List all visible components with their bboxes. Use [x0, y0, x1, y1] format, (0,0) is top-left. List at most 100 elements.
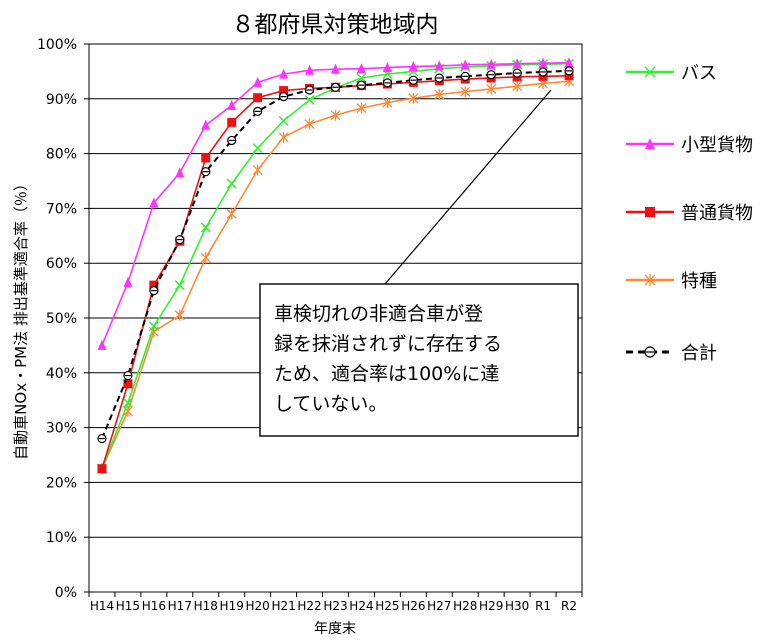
annotation-text-line: ため、適合率は100%に達: [274, 363, 499, 385]
data-point: [278, 115, 289, 126]
data-point: [305, 64, 315, 75]
data-point: [174, 309, 185, 321]
data-point: [252, 164, 263, 176]
data-point: [227, 135, 237, 146]
marker-stroke: [644, 66, 656, 78]
y-tick-label: 60%: [46, 256, 77, 272]
legend-label: 特種: [681, 271, 717, 292]
data-point: [356, 102, 367, 114]
data-point: [382, 97, 393, 109]
data-point: [200, 222, 211, 233]
data-point: [279, 92, 289, 102]
annotation-layer: 車検切れの非適合車が登録を抹消されずに存在するため、適合率は100%に達していな…: [259, 89, 579, 437]
data-point: [97, 339, 107, 350]
y-tick-label: 100%: [37, 37, 77, 53]
y-tick-label: 80%: [46, 147, 77, 163]
legend-label: 普通貨物: [681, 203, 753, 224]
marker-stroke: [304, 94, 315, 105]
legend-label: 合計: [681, 343, 717, 364]
data-point: [279, 86, 289, 96]
marker-stroke: [226, 178, 237, 189]
x-tick-label: R2: [561, 599, 577, 613]
data-point: [330, 109, 341, 121]
data-point: [408, 60, 418, 71]
data-point: [382, 78, 392, 88]
data-point: [538, 57, 548, 68]
x-tick-label: H21: [271, 599, 295, 613]
annotation-text-line: 録を抹消されずに存在する: [274, 333, 502, 355]
marker-stroke: [122, 397, 133, 408]
data-point: [538, 67, 548, 77]
series-3: [97, 75, 574, 475]
y-tick-label: 30%: [46, 421, 77, 437]
data-point: [512, 80, 523, 92]
y-tick-label: 10%: [46, 530, 77, 546]
data-point: [97, 433, 107, 444]
data-point: [200, 252, 211, 264]
data-point: [227, 117, 237, 127]
x-tick-label: H27: [427, 599, 451, 613]
y-tick-label: 20%: [46, 475, 77, 491]
data-point: [382, 62, 392, 73]
data-point: [304, 118, 315, 130]
x-tick-label: H19: [220, 599, 244, 613]
x-tick-label: H17: [168, 599, 192, 613]
annotation-text-line: 車検切れの非適合車が登: [274, 303, 483, 325]
data-point: [279, 68, 289, 79]
legend-marker: [645, 138, 655, 149]
data-point: [174, 280, 185, 291]
data-point: [123, 370, 133, 381]
data-point: [149, 197, 159, 208]
data-point: [97, 464, 107, 474]
data-point: [278, 131, 289, 143]
data-point: [564, 71, 574, 81]
data-point: [331, 63, 340, 74]
chart-title: ８都府県対策地域内: [232, 12, 439, 38]
legend-item: 普通貨物: [626, 203, 753, 224]
data-point: [460, 86, 471, 98]
series-layer: [96, 57, 575, 475]
legend-item: 合計: [626, 343, 717, 364]
series-4: [97, 66, 574, 444]
annotation-pointer-line: [384, 89, 552, 285]
marker-stroke: [174, 280, 185, 291]
x-tick-label: H22: [297, 599, 321, 613]
data-point: [356, 63, 366, 74]
data-point: [512, 58, 522, 69]
data-point: [304, 94, 315, 105]
data-point: [201, 153, 211, 163]
marker-stroke: [252, 143, 263, 154]
data-point: [252, 143, 263, 154]
annotation-text-line: していない。: [274, 393, 387, 415]
legend-label: 小型貨物: [681, 135, 753, 156]
data-point: [486, 83, 497, 95]
data-point: [123, 276, 133, 287]
legend-marker: [644, 66, 656, 78]
x-tick-label: H26: [401, 599, 425, 613]
data-point: [408, 92, 419, 104]
y-axis-label: 自動車NOx・PM法 排出基準適合率（％）: [12, 176, 30, 460]
data-point: [434, 73, 444, 83]
data-point: [227, 99, 237, 110]
data-point: [434, 60, 444, 71]
data-point: [226, 178, 237, 189]
annotation-box: [259, 283, 579, 437]
data-point: [122, 405, 133, 417]
data-point: [564, 57, 574, 68]
data-point: [253, 106, 263, 117]
legend-marker: [645, 207, 655, 217]
x-tick-label: H24: [349, 599, 373, 613]
x-tick-label: H29: [479, 599, 503, 613]
data-point: [304, 85, 315, 95]
marker-stroke: [356, 72, 367, 84]
data-point: [460, 71, 470, 81]
data-point: [122, 397, 133, 408]
legend-marker: [644, 274, 656, 286]
data-point: [253, 76, 263, 87]
data-point: [486, 70, 496, 80]
data-point: [564, 66, 574, 76]
y-tick-label: 40%: [46, 366, 77, 382]
data-point: [175, 167, 185, 178]
